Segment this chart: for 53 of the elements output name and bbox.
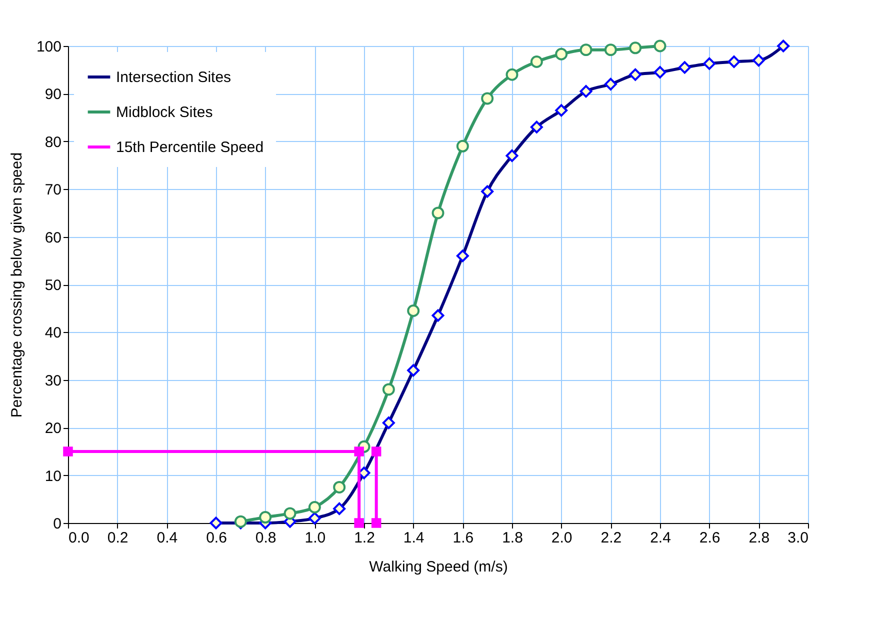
x-tick-label: 0.2 xyxy=(107,530,128,546)
point xyxy=(407,304,420,317)
y-tick-label: 10 xyxy=(44,468,62,485)
point xyxy=(481,92,494,105)
point xyxy=(555,48,568,60)
legend-label: Midblock Sites xyxy=(116,104,213,121)
x-tick-label: 1.8 xyxy=(502,530,523,546)
point xyxy=(654,40,666,52)
point xyxy=(333,480,346,494)
point xyxy=(382,383,395,396)
point xyxy=(371,446,382,456)
y-tick-label: 90 xyxy=(44,86,62,104)
y-tick-label: 40 xyxy=(44,324,62,342)
legend-label: 15th Percentile Speed xyxy=(116,139,264,156)
y-tick-label: 60 xyxy=(44,229,62,246)
x-tick-label: 1.0 xyxy=(304,530,326,546)
y-axis-title: Percentage crossing below given speed xyxy=(8,152,26,418)
x-tick-label: 2.6 xyxy=(699,530,720,546)
x-tick-label: 2.2 xyxy=(600,530,622,546)
x-tick-label: 2.0 xyxy=(551,530,572,546)
y-tick-label: 80 xyxy=(44,134,62,151)
point xyxy=(604,44,617,56)
x-tick-label: 1.4 xyxy=(403,530,424,546)
point xyxy=(63,446,73,456)
legend-label: Intersection Sites xyxy=(116,69,232,86)
point xyxy=(432,206,444,220)
x-tick-label: 1.2 xyxy=(354,530,375,546)
x-axis-title: Walking Speed (m/s) xyxy=(369,558,508,576)
point xyxy=(629,42,642,54)
point xyxy=(354,518,364,528)
x-tick-label: 2.4 xyxy=(650,530,671,546)
y-tick-label: 0 xyxy=(53,516,62,532)
x-tick-label: 0.4 xyxy=(156,530,178,546)
point xyxy=(371,518,382,528)
point xyxy=(456,140,469,152)
point xyxy=(530,56,543,68)
y-tick-label: 100 xyxy=(36,38,62,56)
x-tick-label: 0.6 xyxy=(206,530,227,546)
x-tick-label: 3.0 xyxy=(788,530,808,546)
y-tick-label: 70 xyxy=(44,182,62,199)
x-tick-label: 0.0 xyxy=(68,530,90,546)
x-tick-label: 1.6 xyxy=(452,530,474,546)
y-tick-label: 30 xyxy=(44,372,62,390)
point xyxy=(308,501,321,514)
y-tick-label: 20 xyxy=(44,420,62,438)
point xyxy=(506,68,518,81)
point xyxy=(284,507,296,520)
x-tick-label: 2.8 xyxy=(748,530,770,546)
point xyxy=(259,511,272,524)
point xyxy=(580,44,592,56)
y-tick-label: 50 xyxy=(44,277,62,294)
point xyxy=(354,446,364,456)
x-tick-label: 0.8 xyxy=(255,530,276,546)
